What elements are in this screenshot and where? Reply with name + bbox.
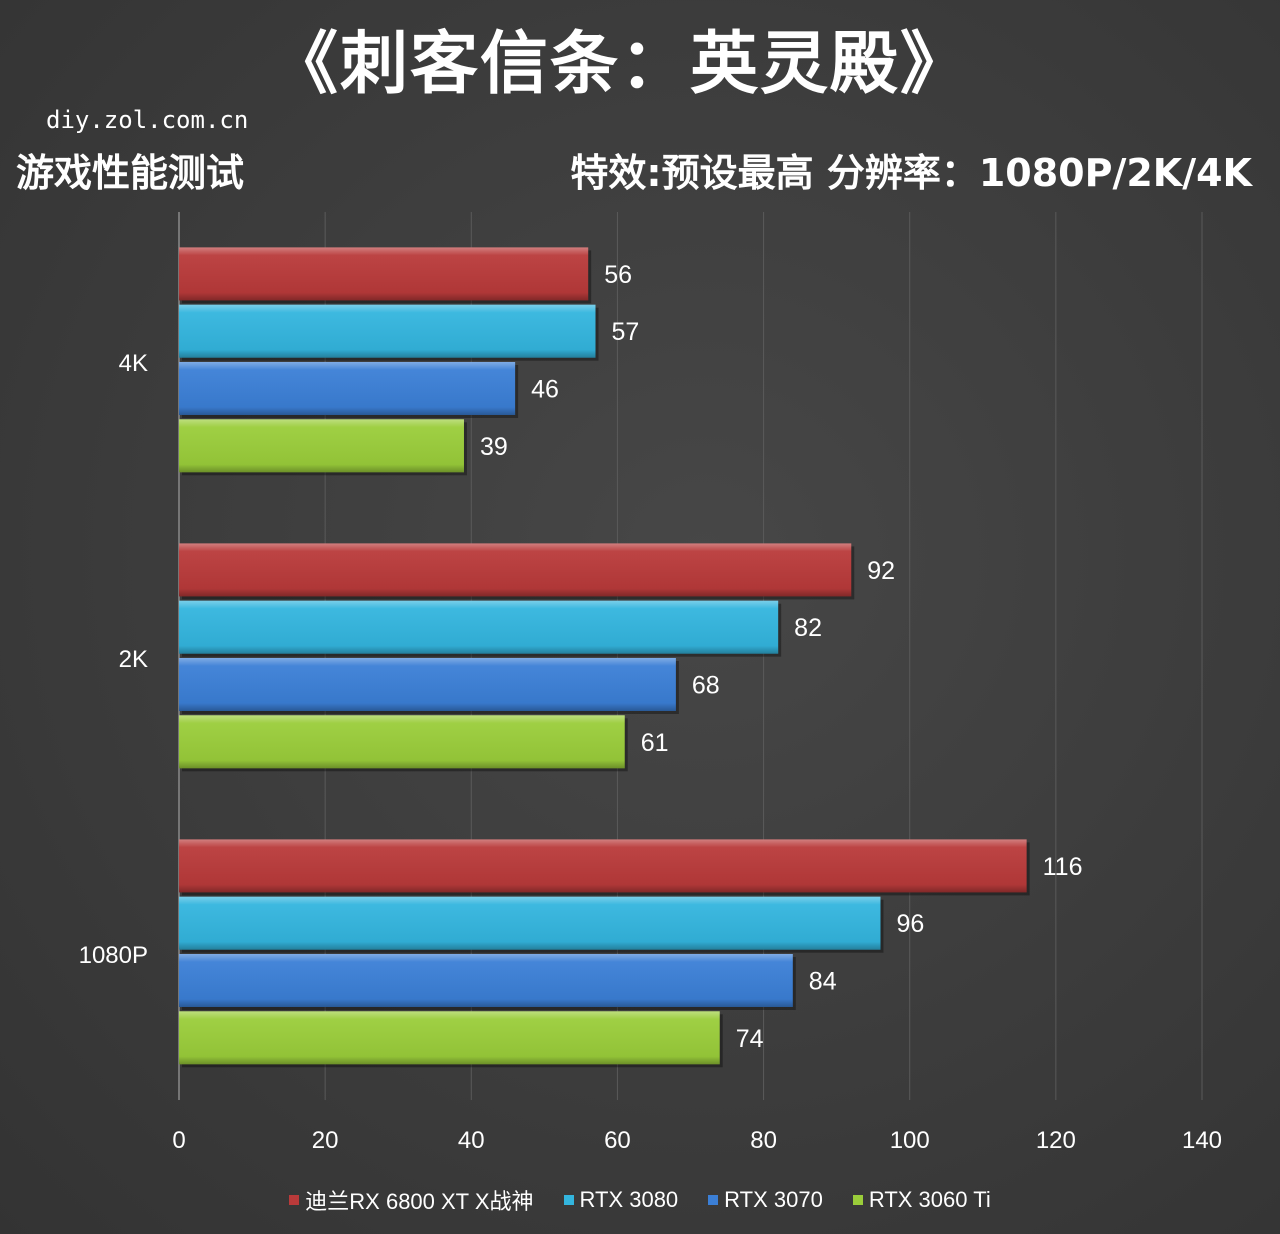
- data-label: 61: [641, 729, 669, 757]
- x-tick-label: 80: [750, 1127, 777, 1154]
- data-label: 82: [794, 614, 822, 642]
- bar-highlight: [179, 715, 625, 769]
- category-label: 4K: [119, 350, 148, 377]
- data-label: 57: [612, 318, 640, 346]
- bar-highlight: [179, 543, 852, 597]
- legend-item: RTX 3060 Ti: [852, 1184, 991, 1216]
- bar-highlight: [179, 896, 881, 950]
- gridlines: [178, 212, 1203, 1100]
- data-label: 46: [531, 376, 559, 404]
- bar-highlight: [179, 839, 1027, 893]
- data-label: 74: [736, 1025, 764, 1053]
- bar-highlight: [179, 304, 596, 358]
- bar-highlight: [179, 1011, 720, 1065]
- legend: 迪兰RX 6800 XT X战神 RTX 3080 RTX 3070 RTX 3060…: [0, 1184, 1280, 1216]
- legend-swatch: [563, 1195, 574, 1205]
- category-label: 1080P: [79, 942, 148, 969]
- data-label: 56: [604, 261, 632, 289]
- subtitle-left: 游戏性能测试: [16, 151, 245, 195]
- bar-highlight: [179, 419, 464, 473]
- x-tick-label: 100: [890, 1127, 930, 1154]
- category-label: 2K: [119, 646, 148, 673]
- x-tick-label: 0: [172, 1127, 185, 1154]
- bars: [179, 247, 1030, 1068]
- data-label: 39: [480, 433, 508, 461]
- bar-highlight: [179, 600, 779, 654]
- x-tick-label: 40: [458, 1127, 485, 1154]
- source-watermark: diy.zol.com.cn: [46, 106, 249, 134]
- x-tick-label: 60: [604, 1127, 631, 1154]
- data-label: 68: [692, 672, 720, 700]
- legend-label: RTX 3060 Ti: [868, 1187, 991, 1212]
- legend-label: 迪兰RX 6800 XT X战神: [305, 1189, 534, 1214]
- bar-highlight: [179, 362, 516, 415]
- legend-label: RTX 3070: [724, 1187, 823, 1212]
- subtitle-right: 特效:预设最高 分辨率：1080P/2K/4K: [570, 151, 1252, 195]
- bar-highlight: [179, 954, 793, 1007]
- data-label: 84: [809, 968, 837, 996]
- x-tick-label: 120: [1036, 1127, 1076, 1154]
- legend-swatch: [708, 1195, 719, 1205]
- legend-swatch: [852, 1195, 863, 1205]
- legend-label: RTX 3080: [579, 1187, 679, 1212]
- legend-swatch: [289, 1195, 300, 1205]
- legend-item: RTX 3070: [708, 1184, 823, 1216]
- data-label: 92: [867, 557, 895, 585]
- data-label: 96: [896, 910, 924, 938]
- chart-title: 《刺客信条：英灵殿》: [269, 25, 970, 104]
- x-tick-label: 20: [312, 1127, 339, 1154]
- x-tick-label: 140: [1182, 1127, 1222, 1154]
- legend-item: 迪兰RX 6800 XT X战神: [289, 1184, 534, 1216]
- legend-item: RTX 3080: [563, 1184, 679, 1216]
- bar-highlight: [179, 658, 676, 711]
- data-label: 116: [1043, 853, 1083, 881]
- bar-highlight: [179, 247, 589, 301]
- labels: 0 20 40 60 80 100 120 140 4K 56 57 46 39 2K 92 82 68 61 10…: [79, 261, 1222, 1154]
